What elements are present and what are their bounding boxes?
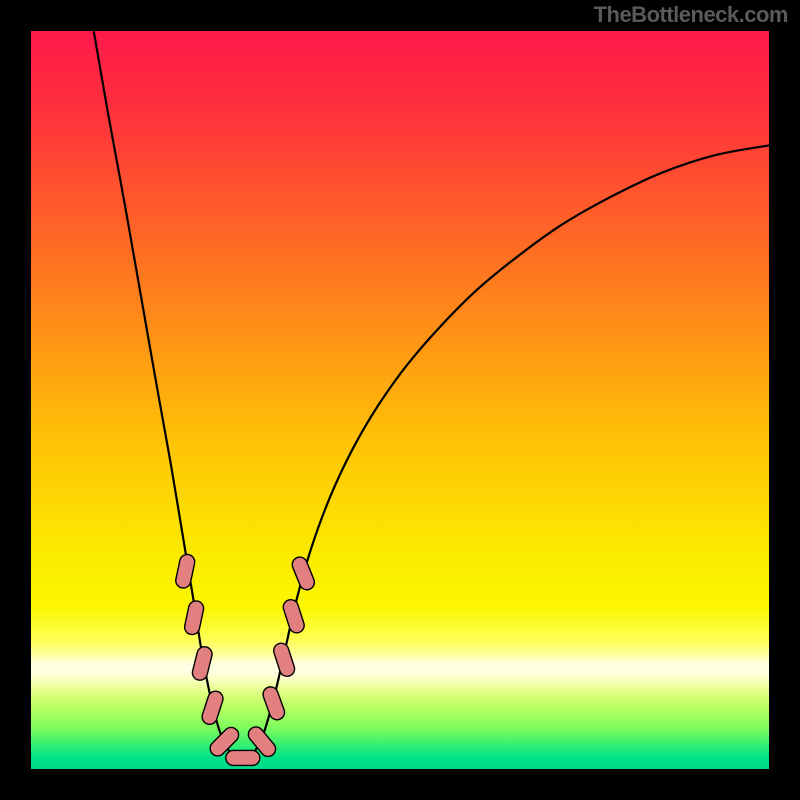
curve-marker	[226, 750, 260, 765]
plot-area	[31, 31, 769, 769]
watermark: TheBottleneck.com	[594, 2, 788, 28]
plot-svg	[31, 31, 769, 769]
gradient-background	[31, 31, 769, 769]
